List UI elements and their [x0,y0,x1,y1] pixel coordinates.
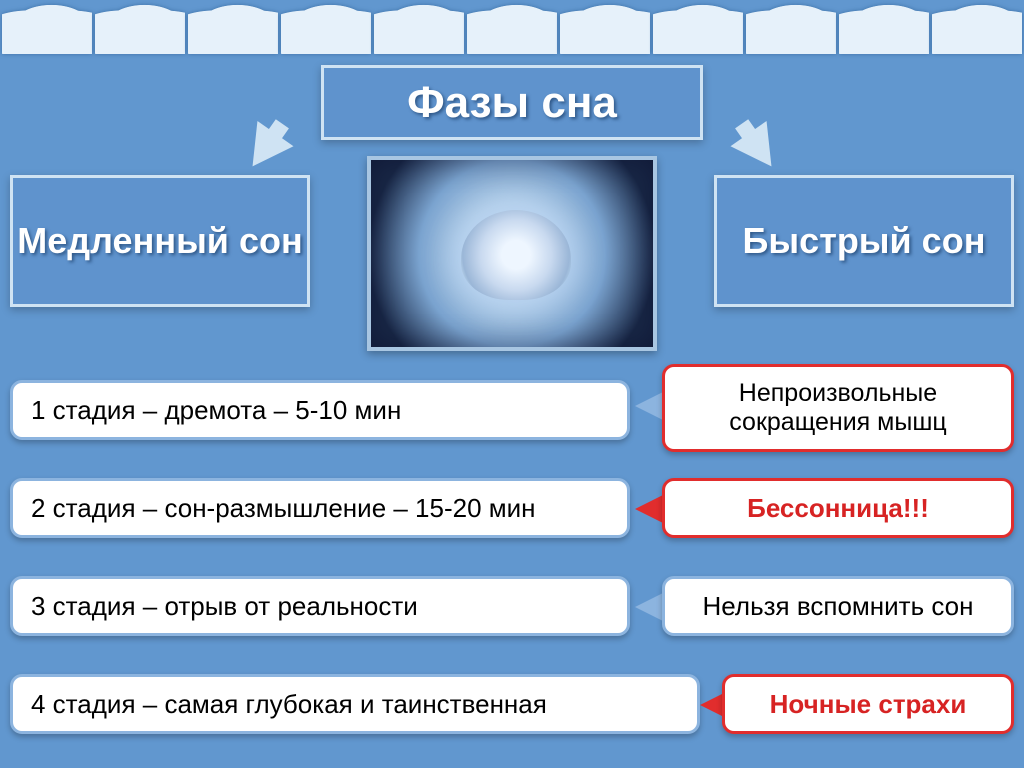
title-box: Фазы сна [321,65,703,140]
cloud-icon [467,4,557,54]
subtitle-left-text: Медленный сон [17,221,302,261]
characteristic-3-text: Нельзя вспомнить сон [703,591,974,622]
cloud-icon [374,4,464,54]
subtitle-slow-sleep: Медленный сон [10,175,310,307]
cloud-icon [932,4,1022,54]
characteristic-4-box: Ночные страхи [722,674,1014,734]
cloud-icon [281,4,371,54]
subtitle-right-text: Быстрый сон [743,221,986,261]
arrow-right-icon [731,121,790,179]
stage-4-text: 4 стадия – самая глубокая и таинственная [31,689,547,720]
subtitle-fast-sleep: Быстрый сон [714,175,1014,307]
stage-4-box: 4 стадия – самая глубокая и таинственная [10,674,700,734]
characteristic-1-box: Непроизвольные сокращения мышц [662,364,1014,452]
cloud-decoration-strip [0,4,1024,59]
stage-2-text: 2 стадия – сон-размышление – 15-20 мин [31,493,536,524]
stage-2-box: 2 стадия – сон-размышление – 15-20 мин [10,478,630,538]
characteristic-2-text: Бессонница!!! [747,493,929,524]
stage-1-text: 1 стадия – дремота – 5-10 мин [31,395,401,426]
arrow-left-icon [235,121,294,179]
cloud-icon [746,4,836,54]
callout-tail-icon [635,593,663,621]
callout-tail-icon [635,495,663,523]
characteristic-2-box: Бессонница!!! [662,478,1014,538]
characteristic-4-text: Ночные страхи [770,689,967,720]
stage-1-box: 1 стадия – дремота – 5-10 мин [10,380,630,440]
cloud-icon [653,4,743,54]
cloud-icon [188,4,278,54]
cloud-icon [95,4,185,54]
cloud-icon [560,4,650,54]
brain-image [367,156,657,351]
cloud-icon [839,4,929,54]
cloud-icon [2,4,92,54]
title-text: Фазы сна [407,78,617,128]
characteristic-3-box: Нельзя вспомнить сон [662,576,1014,636]
characteristic-1-text: Непроизвольные сокращения мышц [683,379,993,437]
callout-tail-icon [635,392,663,420]
stage-3-box: 3 стадия – отрыв от реальности [10,576,630,636]
stage-3-text: 3 стадия – отрыв от реальности [31,591,418,622]
